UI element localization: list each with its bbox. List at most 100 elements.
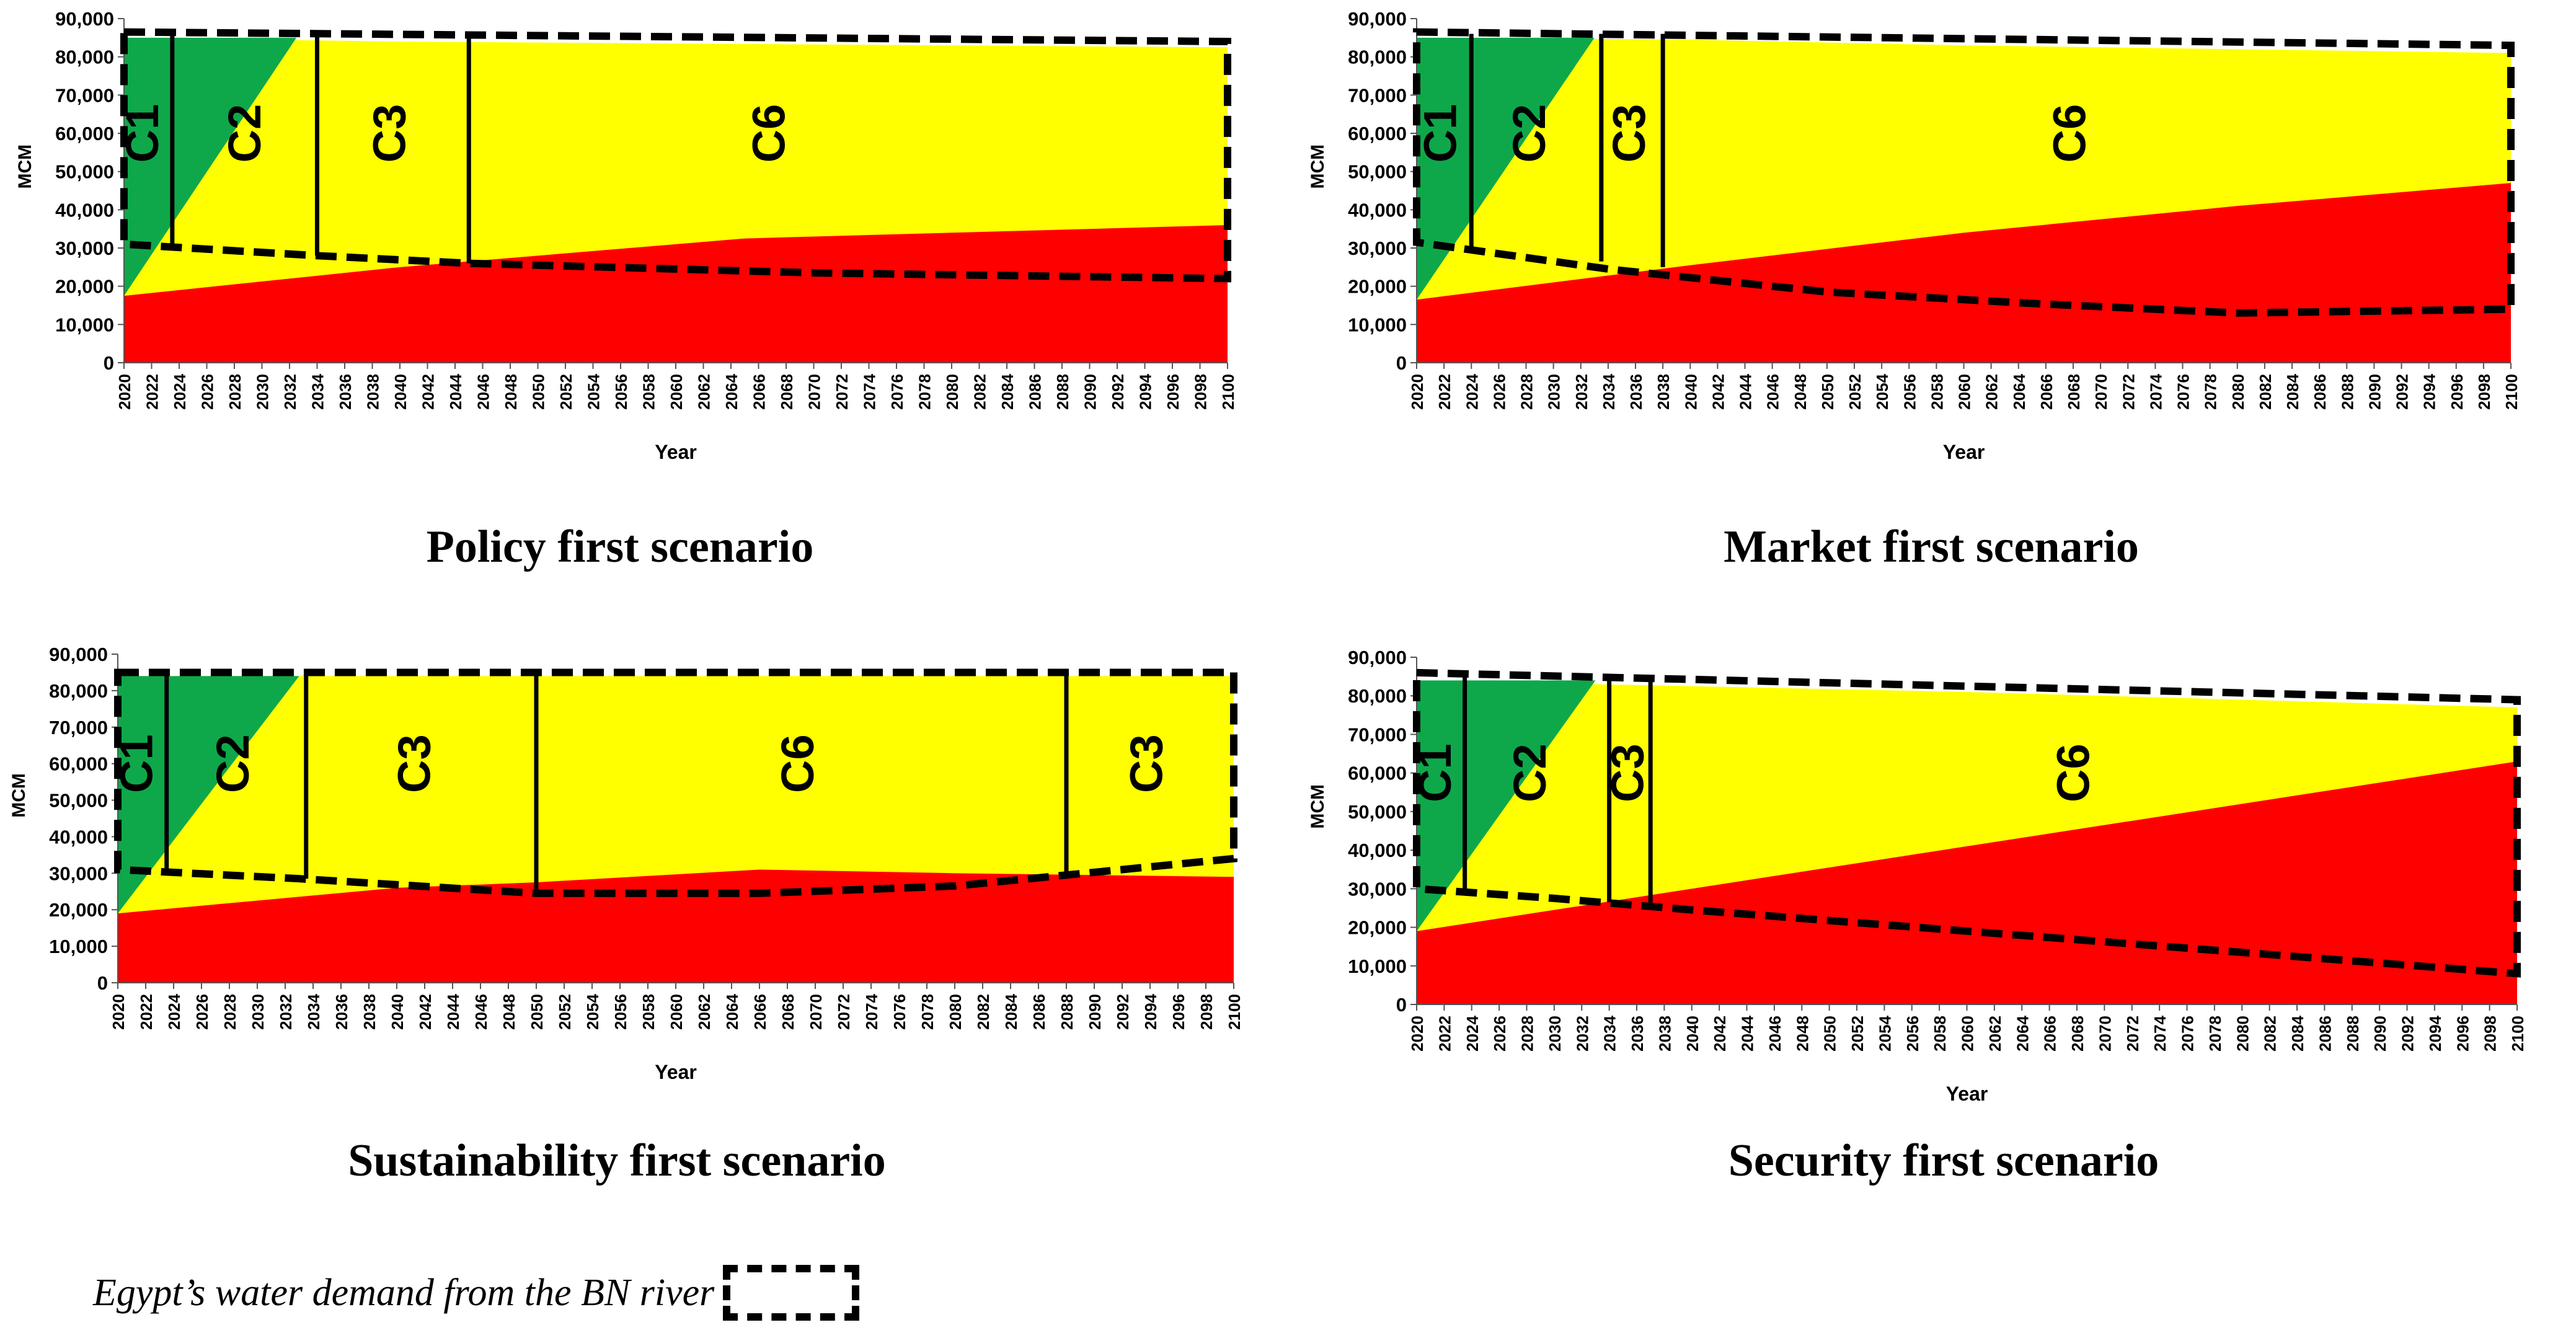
x-tick-label: 2076 xyxy=(2174,374,2193,410)
x-tick-label: 2072 xyxy=(834,994,853,1030)
x-tick-label: 2068 xyxy=(777,374,796,410)
series-area-green xyxy=(1417,37,1595,300)
x-tick-label: 2088 xyxy=(1053,374,1072,410)
x-tick-label: 2082 xyxy=(2261,1016,2280,1052)
x-tick-label: 2078 xyxy=(2202,374,2220,410)
x-tick-label: 2046 xyxy=(1764,374,1782,410)
region-label-c6: C6 xyxy=(743,104,794,163)
x-tick-label: 2072 xyxy=(2119,374,2138,410)
x-tick-label: 2054 xyxy=(583,993,602,1029)
x-tick-label: 2086 xyxy=(1026,374,1045,410)
x-tick-label: 2064 xyxy=(723,993,741,1029)
x-tick-label: 2040 xyxy=(391,374,410,410)
series-area-red xyxy=(1417,183,2511,363)
x-tick-label: 2100 xyxy=(2508,1016,2527,1052)
x-tick-label: 2066 xyxy=(750,374,769,410)
x-tick-label: 2066 xyxy=(2041,1016,2060,1052)
x-tick-label: 2098 xyxy=(1197,994,1216,1030)
x-tick-label: 2032 xyxy=(281,374,299,410)
x-tick-label: 2074 xyxy=(2146,373,2165,409)
x-tick-label: 2074 xyxy=(862,993,881,1029)
x-tick-label: 2072 xyxy=(2123,1016,2142,1052)
x-tick-label: 2024 xyxy=(1463,373,1481,409)
x-tick-label: 2056 xyxy=(1900,374,1919,410)
x-tick-label: 2042 xyxy=(416,994,435,1030)
x-tick-label: 2068 xyxy=(2065,374,2083,410)
region-label-c3: C3 xyxy=(1121,734,1172,793)
x-tick-label: 2026 xyxy=(1490,374,1508,410)
y-tick-label: 10,000 xyxy=(1348,314,1407,335)
region-label-c3: C3 xyxy=(388,734,440,793)
x-tick-label: 2052 xyxy=(1846,374,1864,410)
chart-panel-security: 0 10,000 20,000 30,000 40,000 50,000 60,000 70,… xyxy=(1308,647,2527,1105)
x-tick-label: 2048 xyxy=(500,994,518,1030)
y-tick-label: 50,000 xyxy=(49,790,108,812)
x-tick-label: 2074 xyxy=(861,373,879,409)
x-tick-label: 2060 xyxy=(1959,1016,1977,1052)
x-tick-label: 2086 xyxy=(2316,1016,2334,1052)
x-tick-label: 2028 xyxy=(1518,1016,1537,1052)
y-tick-label: 30,000 xyxy=(1348,878,1407,900)
x-tick-label: 2026 xyxy=(198,374,217,410)
x-tick-label: 2056 xyxy=(611,994,630,1030)
x-axis-label: Year xyxy=(1943,441,1985,463)
x-tick-label: 2024 xyxy=(1463,1015,1482,1051)
y-tick-label: 60,000 xyxy=(55,123,114,144)
y-tick-label: 90,000 xyxy=(1348,647,1407,668)
x-tick-label: 2080 xyxy=(946,994,965,1030)
panel-title-security: Security first scenario xyxy=(1728,1135,2159,1186)
x-tick-label: 2052 xyxy=(555,994,574,1030)
x-tick-label: 2036 xyxy=(1627,374,1645,410)
x-tick-label: 2054 xyxy=(585,373,603,409)
y-tick-label: 20,000 xyxy=(1348,276,1407,298)
y-tick-label: 40,000 xyxy=(55,199,114,221)
x-tick-label: 2056 xyxy=(1903,1016,1922,1052)
panel-title-policy: Policy first scenario xyxy=(426,521,814,572)
x-tick-label: 2084 xyxy=(2288,1015,2307,1051)
y-axis-label: MCM xyxy=(15,144,35,189)
series-area-green xyxy=(124,37,297,296)
x-tick-label: 2060 xyxy=(667,994,686,1030)
x-tick-label: 2090 xyxy=(1086,994,1104,1030)
x-axis-label: Year xyxy=(655,1061,697,1083)
y-tick-label: 60,000 xyxy=(49,753,108,775)
x-tick-label: 2044 xyxy=(1738,1015,1757,1051)
x-tick-label: 2042 xyxy=(1709,374,1727,410)
x-tick-label: 2096 xyxy=(1169,994,1188,1030)
x-tick-label: 2060 xyxy=(1955,374,1974,410)
x-tick-label: 2066 xyxy=(751,994,769,1030)
x-tick-label: 2058 xyxy=(1931,1016,1949,1052)
x-tick-label: 2042 xyxy=(419,374,438,410)
demand-envelope-dashed xyxy=(1413,28,2515,317)
x-tick-label: 2082 xyxy=(2256,374,2275,410)
y-tick-label: 30,000 xyxy=(49,862,108,884)
x-tick-label: 2092 xyxy=(2393,374,2412,410)
y-tick-label: 0 xyxy=(1396,352,1407,374)
x-tick-label: 2052 xyxy=(1848,1016,1867,1052)
region-label-c1: C1 xyxy=(1415,104,1466,163)
x-tick-label: 2036 xyxy=(1628,1016,1647,1052)
x-tick-label: 2030 xyxy=(1546,1016,1564,1052)
region-label-c6: C6 xyxy=(2048,743,2099,802)
x-tick-label: 2078 xyxy=(916,374,934,410)
y-tick-label: 60,000 xyxy=(1348,123,1407,144)
y-tick-label: 60,000 xyxy=(1348,763,1407,784)
x-tick-label: 2100 xyxy=(1225,994,1244,1030)
region-label-c2: C2 xyxy=(207,734,259,793)
x-tick-label: 2052 xyxy=(557,374,575,410)
panel-title-market: Market first scenario xyxy=(1724,521,2139,572)
x-tick-label: 2096 xyxy=(1164,374,1182,410)
x-tick-label: 2070 xyxy=(2096,1016,2114,1052)
x-tick-label: 2076 xyxy=(890,994,909,1030)
x-tick-label: 2068 xyxy=(779,994,797,1030)
x-tick-label: 2032 xyxy=(1573,1016,1591,1052)
legend-dashed-box-swatch xyxy=(723,1265,860,1321)
x-tick-label: 2076 xyxy=(2179,1016,2197,1052)
x-tick-label: 2080 xyxy=(2229,374,2247,410)
y-tick-label: 40,000 xyxy=(1348,840,1407,861)
x-tick-label: 2020 xyxy=(115,374,134,410)
series-area-green xyxy=(118,676,299,914)
demand-envelope-dashed xyxy=(1413,668,2521,978)
y-tick-label: 0 xyxy=(97,972,108,994)
y-tick-label: 40,000 xyxy=(1348,199,1407,221)
